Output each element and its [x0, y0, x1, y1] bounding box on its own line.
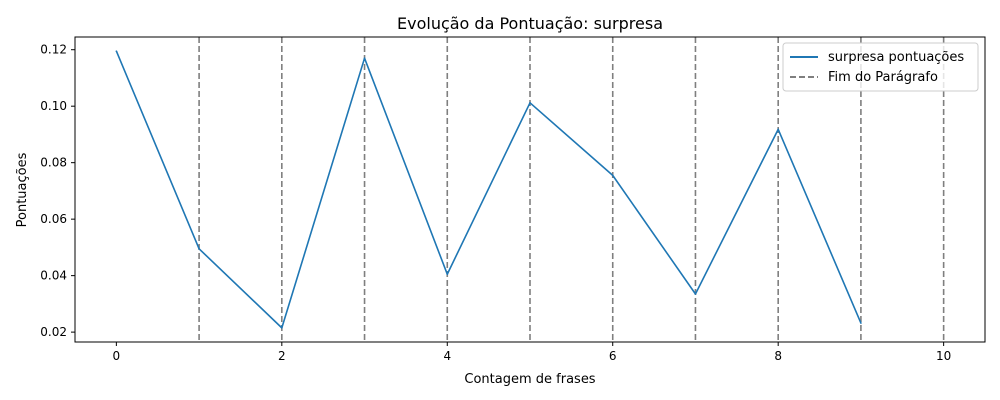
- legend-label-series: surpresa pontuações: [828, 50, 964, 65]
- x-tick-label: 8: [774, 349, 782, 363]
- x-tick-label: 0: [113, 349, 121, 363]
- legend-box: [782, 42, 979, 92]
- y-tick-label: 0.12: [40, 43, 67, 57]
- y-tick-label: 0.02: [40, 325, 67, 339]
- data-point: [363, 57, 366, 59]
- y-tick-label: 0.04: [40, 269, 67, 283]
- y-tick-label: 0.06: [40, 212, 67, 226]
- data-point: [777, 128, 779, 131]
- data-point: [860, 322, 862, 324]
- legend: surpresa pontuações Fim do Parágrafo: [782, 42, 979, 92]
- x-axis-ticks: 0 2 4 6 8 10: [113, 342, 951, 363]
- data-point: [529, 102, 531, 104]
- series-line: [115, 50, 862, 329]
- legend-label-paragraph-end: Fim do Parágrafo: [828, 70, 938, 85]
- data-point: [115, 50, 118, 52]
- y-axis-ticks: 0.02 0.04 0.06 0.08 0.10 0.12: [40, 43, 75, 339]
- data-point: [446, 273, 449, 276]
- chart-title: Evolução da Pontuação: surpresa: [397, 14, 663, 33]
- y-tick-label: 0.08: [40, 156, 67, 170]
- data-point: [611, 174, 614, 177]
- data-point: [694, 293, 697, 295]
- series-layer: [115, 50, 862, 329]
- data-point: [198, 248, 200, 250]
- plot-area: [74, 36, 986, 343]
- data-point: [281, 327, 283, 329]
- y-tick-label: 0.10: [40, 99, 67, 113]
- x-axis-label: Contagem de frases: [464, 372, 595, 387]
- x-tick-label: 6: [609, 349, 617, 363]
- x-tick-label: 10: [936, 349, 951, 363]
- y-axis-label: Pontuações: [15, 152, 30, 227]
- x-tick-label: 4: [443, 349, 451, 363]
- x-tick-label: 2: [278, 349, 286, 363]
